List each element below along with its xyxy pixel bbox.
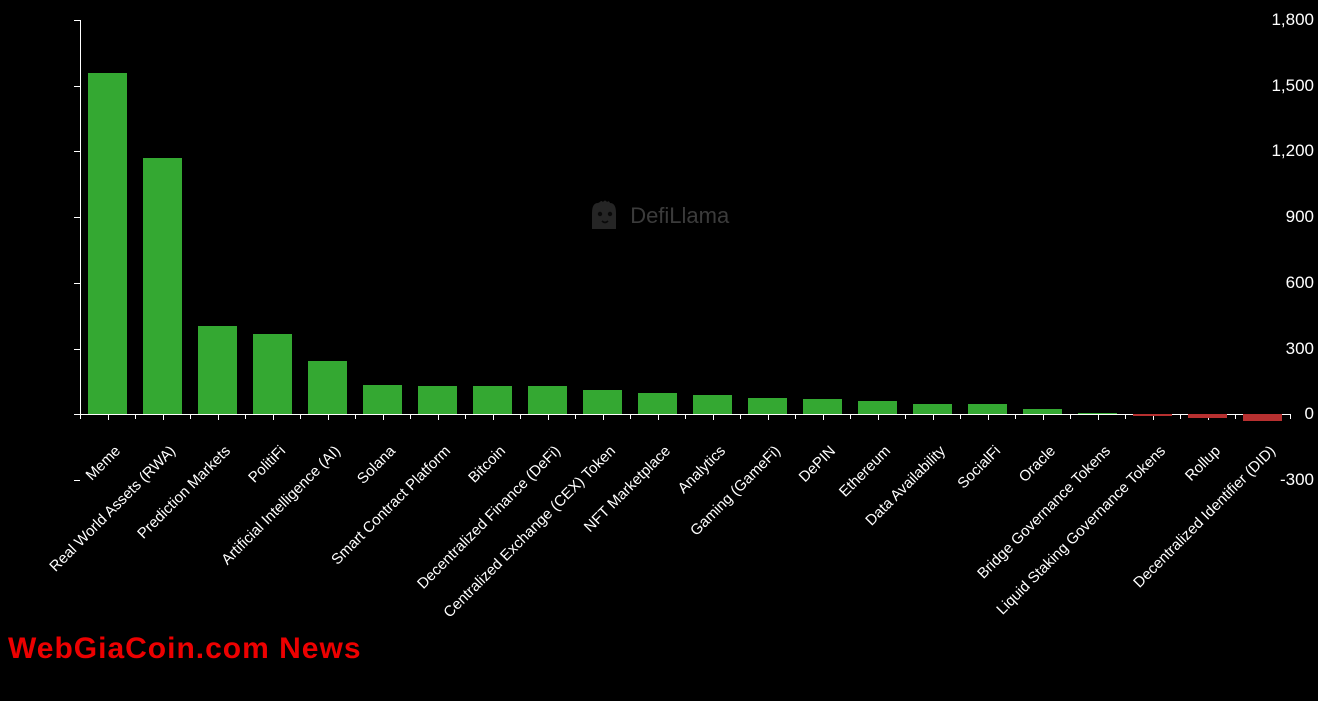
bar	[1133, 414, 1172, 416]
x-tick	[1098, 414, 1099, 420]
bar	[88, 73, 127, 415]
x-boundary-tick	[80, 414, 81, 419]
x-boundary-tick	[355, 414, 356, 419]
y-tick-label: 1,500	[1244, 76, 1314, 96]
x-boundary-tick	[410, 414, 411, 419]
footer-attribution: WebGiaCoin.com News	[8, 632, 362, 666]
y-tick-label: 300	[1244, 339, 1314, 359]
x-boundary-tick	[575, 414, 576, 419]
x-tick	[768, 414, 769, 420]
defillama-logo-icon	[588, 199, 622, 233]
bar	[1078, 413, 1117, 414]
bar	[968, 404, 1007, 414]
y-tick	[74, 349, 80, 350]
y-axis-line	[80, 20, 81, 414]
bar	[693, 395, 732, 414]
x-tick	[658, 414, 659, 420]
x-boundary-tick	[1235, 414, 1236, 419]
watermark-text: DefiLlama	[630, 203, 729, 229]
x-tick	[713, 414, 714, 420]
x-tick	[218, 414, 219, 420]
x-tick	[988, 414, 989, 420]
bar	[858, 401, 897, 414]
y-tick	[74, 283, 80, 284]
bar	[583, 390, 622, 415]
bar	[198, 326, 237, 415]
x-boundary-tick	[520, 414, 521, 419]
bar	[638, 393, 677, 414]
bar	[1023, 409, 1062, 414]
x-boundary-tick	[245, 414, 246, 419]
bar	[1243, 414, 1282, 421]
x-boundary-tick	[795, 414, 796, 419]
bar	[913, 404, 952, 414]
x-tick	[878, 414, 879, 420]
y-tick-label: 600	[1244, 273, 1314, 293]
x-tick	[933, 414, 934, 420]
x-tick	[1043, 414, 1044, 420]
x-tick	[383, 414, 384, 420]
x-boundary-tick	[960, 414, 961, 419]
y-tick	[74, 151, 80, 152]
bar	[418, 386, 457, 414]
x-boundary-tick	[1070, 414, 1071, 419]
x-tick	[163, 414, 164, 420]
y-tick	[74, 217, 80, 218]
x-boundary-tick	[630, 414, 631, 419]
defillama-watermark: DefiLlama	[588, 199, 729, 233]
x-tick	[273, 414, 274, 420]
x-boundary-tick	[850, 414, 851, 419]
bar-chart: -30003006009001,2001,5001,800 MemeReal W…	[0, 0, 1318, 701]
bar	[143, 158, 182, 414]
x-boundary-tick	[135, 414, 136, 419]
x-boundary-tick	[190, 414, 191, 419]
x-tick	[493, 414, 494, 420]
x-boundary-tick	[300, 414, 301, 419]
x-boundary-tick	[905, 414, 906, 419]
bar	[748, 398, 787, 414]
x-boundary-tick	[740, 414, 741, 419]
x-boundary-tick	[1015, 414, 1016, 419]
x-boundary-tick	[685, 414, 686, 419]
bar	[473, 386, 512, 414]
x-tick	[438, 414, 439, 420]
y-tick-label: 1,800	[1244, 10, 1314, 30]
bar	[1188, 414, 1227, 417]
bar	[308, 361, 347, 415]
y-tick-label: 900	[1244, 207, 1314, 227]
x-tick	[823, 414, 824, 420]
bar	[803, 399, 842, 414]
x-tick	[328, 414, 329, 420]
x-tick	[548, 414, 549, 420]
x-boundary-tick	[1125, 414, 1126, 419]
y-tick	[74, 86, 80, 87]
x-tick	[603, 414, 604, 420]
x-boundary-tick	[1180, 414, 1181, 419]
bar	[253, 334, 292, 414]
bar	[528, 386, 567, 414]
x-boundary-tick	[465, 414, 466, 419]
y-tick-label: 1,200	[1244, 141, 1314, 161]
x-tick	[108, 414, 109, 420]
y-tick	[74, 20, 80, 21]
bar	[363, 385, 402, 415]
x-boundary-tick	[1290, 414, 1291, 419]
